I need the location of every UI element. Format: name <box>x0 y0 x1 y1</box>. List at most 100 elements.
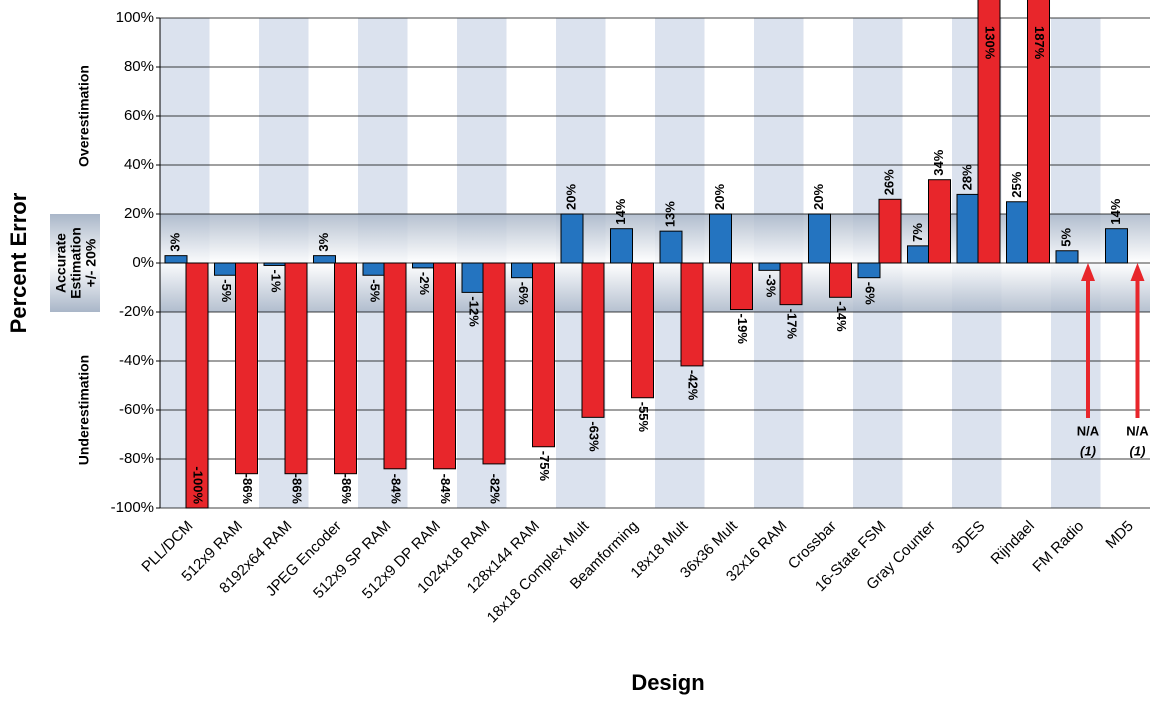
y-tick-label: -40% <box>119 352 154 369</box>
value-label: -2% <box>417 272 432 296</box>
annotation-arrowhead <box>1081 263 1095 281</box>
value-label: -19% <box>735 314 750 345</box>
value-label: -42% <box>686 370 701 401</box>
bar <box>1006 201 1029 264</box>
bar <box>263 262 287 266</box>
bar <box>334 262 357 475</box>
bar <box>1105 228 1128 264</box>
value-label: -6% <box>516 282 531 306</box>
bar <box>532 262 555 448</box>
value-label: -63% <box>587 421 602 452</box>
y-tick-label: 60% <box>124 107 154 124</box>
bar <box>164 255 188 264</box>
y-tick-label: -60% <box>119 401 154 418</box>
y-tick-label: 20% <box>124 205 154 222</box>
bar <box>659 230 683 264</box>
value-label: 28% <box>959 164 974 190</box>
annotation-note: (1) <box>1080 443 1096 458</box>
value-label: 187% <box>1032 26 1047 60</box>
value-label: -100% <box>191 466 206 504</box>
bar <box>631 262 654 399</box>
bar <box>482 262 506 465</box>
value-label: -1% <box>269 269 284 293</box>
bar <box>808 213 831 264</box>
bar <box>235 262 258 475</box>
bar <box>185 262 209 509</box>
value-label: 14% <box>1108 198 1123 224</box>
value-label: -86% <box>290 474 305 505</box>
value-label: -86% <box>240 474 255 505</box>
value-label: -17% <box>785 309 800 340</box>
bars <box>164 0 1128 509</box>
value-label: -6% <box>863 282 878 306</box>
value-label: -14% <box>834 301 849 332</box>
bar <box>412 262 435 269</box>
bar <box>907 245 930 264</box>
bar <box>758 262 782 271</box>
y-tick-label: 80% <box>124 58 154 75</box>
y-axis-title: Percent Error <box>6 192 31 333</box>
bar <box>1027 0 1050 264</box>
x-axis-title: Design <box>631 670 704 695</box>
annotation-note: (1) <box>1130 443 1146 458</box>
bar <box>461 262 485 293</box>
bar <box>284 262 308 475</box>
value-label: -75% <box>537 451 552 482</box>
value-label: -5% <box>368 279 383 303</box>
band-label: +/- 20% <box>83 238 99 287</box>
bar <box>214 262 237 276</box>
over-label: Overestimation <box>76 65 92 167</box>
value-label: -3% <box>764 274 779 298</box>
bar <box>433 262 456 470</box>
value-label: -55% <box>636 402 651 433</box>
value-label: -84% <box>438 474 453 505</box>
value-label: 3% <box>167 232 182 251</box>
bar <box>928 179 951 264</box>
x-tick-label: MD5 <box>1102 518 1136 552</box>
value-label: 20% <box>712 184 727 210</box>
y-tick-label: 100% <box>116 9 154 26</box>
value-label: -84% <box>389 474 404 505</box>
bar <box>730 262 753 311</box>
value-label: 130% <box>983 26 998 60</box>
value-label: 5% <box>1058 228 1073 247</box>
bar <box>362 262 386 276</box>
bar <box>511 262 534 279</box>
bar <box>857 262 881 279</box>
band-label: Accurate <box>53 233 69 293</box>
value-label: -86% <box>339 474 354 505</box>
bar <box>680 262 704 367</box>
bar <box>956 193 980 264</box>
value-label: 3% <box>316 232 331 251</box>
y-tick-label: -100% <box>111 499 154 516</box>
value-label: -5% <box>219 279 234 303</box>
y-tick-label: -80% <box>119 450 154 467</box>
bar <box>829 262 852 298</box>
band-label: Estimation <box>68 227 84 299</box>
bar <box>977 0 1001 264</box>
bar <box>610 228 633 264</box>
value-label: 13% <box>662 201 677 227</box>
bar <box>878 198 902 264</box>
x-tick-label: Rijndael <box>988 518 1038 568</box>
value-label: 20% <box>563 184 578 210</box>
value-label: 26% <box>881 169 896 195</box>
annotation-text: N/A <box>1126 423 1149 438</box>
x-tick-label: FM Radio <box>1029 518 1087 576</box>
annotation-text: N/A <box>1077 423 1100 438</box>
y-tick-label: -20% <box>119 303 154 320</box>
bar <box>581 262 605 418</box>
value-label: 34% <box>931 149 946 175</box>
bar <box>709 213 732 264</box>
under-label: Underestimation <box>76 355 92 465</box>
x-tick-label: 3DES <box>949 518 989 558</box>
y-tick-label: 0% <box>132 254 154 271</box>
bar <box>383 262 407 470</box>
y-tick-label: 40% <box>124 156 154 173</box>
value-label: -82% <box>488 474 503 505</box>
value-label: 20% <box>811 184 826 210</box>
bar <box>1055 250 1079 264</box>
bar <box>313 255 336 264</box>
value-label: 25% <box>1009 171 1024 197</box>
